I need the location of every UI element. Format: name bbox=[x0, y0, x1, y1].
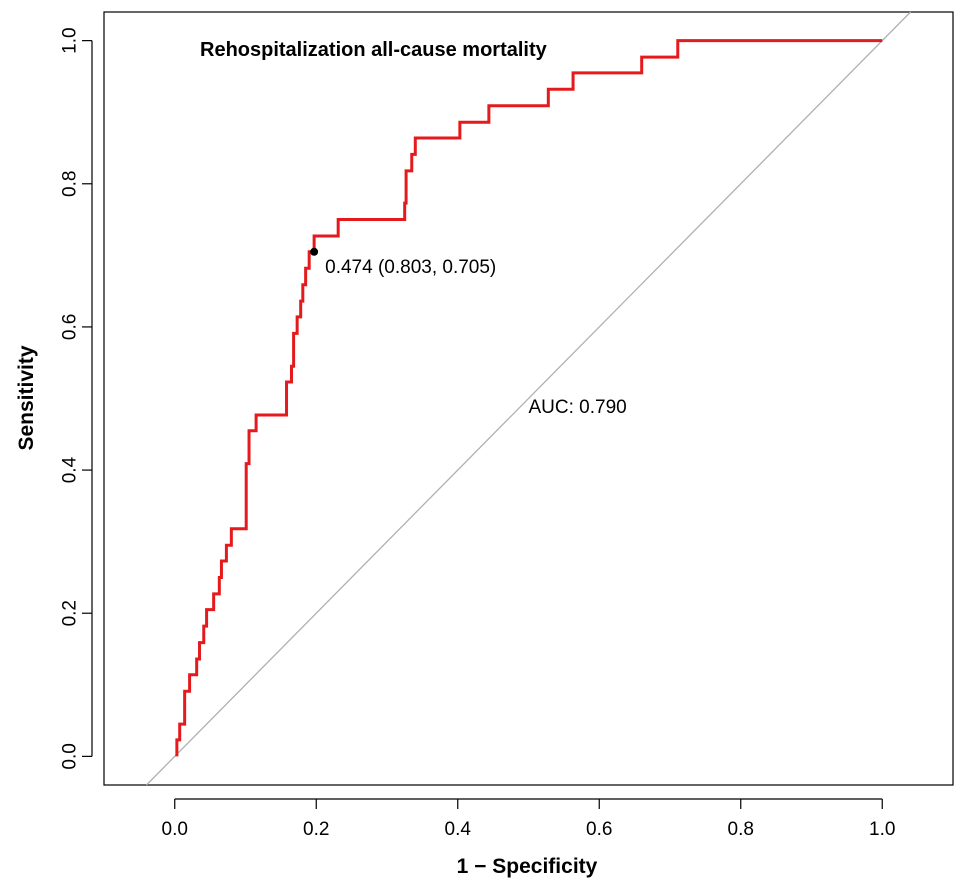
best-threshold-label: 0.474 (0.803, 0.705) bbox=[325, 257, 496, 278]
y-tick-label: 0.4 bbox=[60, 456, 81, 483]
x-axis-title: 1 − Specificity bbox=[457, 855, 598, 878]
y-tick-label: 0.2 bbox=[60, 600, 81, 626]
reference-layer bbox=[145, 11, 912, 786]
y-tick-label: 1.0 bbox=[60, 27, 81, 53]
y-tick-label: 0.8 bbox=[60, 171, 81, 197]
y-tick-label: 0.6 bbox=[60, 314, 81, 340]
curve-layer bbox=[175, 39, 883, 757]
y-axis-title: Sensitivity bbox=[15, 345, 38, 450]
roc-curve-line bbox=[175, 39, 883, 757]
x-tick-label: 0.6 bbox=[586, 819, 612, 840]
x-tick-label: 1.0 bbox=[869, 819, 895, 840]
x-axis: 0.0 0.2 0.4 0.6 0.8 1.0 bbox=[162, 798, 895, 840]
x-tick-label: 0.8 bbox=[728, 819, 754, 840]
y-tick-label: 0.0 bbox=[60, 743, 81, 769]
reference-diagonal-line bbox=[145, 11, 912, 786]
chart-title: Rehospitalization all-cause mortality bbox=[200, 39, 548, 61]
x-tick-label: 0.0 bbox=[162, 819, 188, 840]
auc-label: AUC: 0.790 bbox=[529, 397, 627, 418]
x-tick-label: 0.2 bbox=[303, 819, 329, 840]
x-tick-label: 0.4 bbox=[445, 819, 472, 840]
best-threshold-point bbox=[310, 247, 319, 256]
marker-layer bbox=[310, 247, 319, 256]
y-axis: 0.0 0.2 0.4 0.6 0.8 1.0 bbox=[60, 27, 93, 770]
plot-frame bbox=[103, 11, 954, 786]
